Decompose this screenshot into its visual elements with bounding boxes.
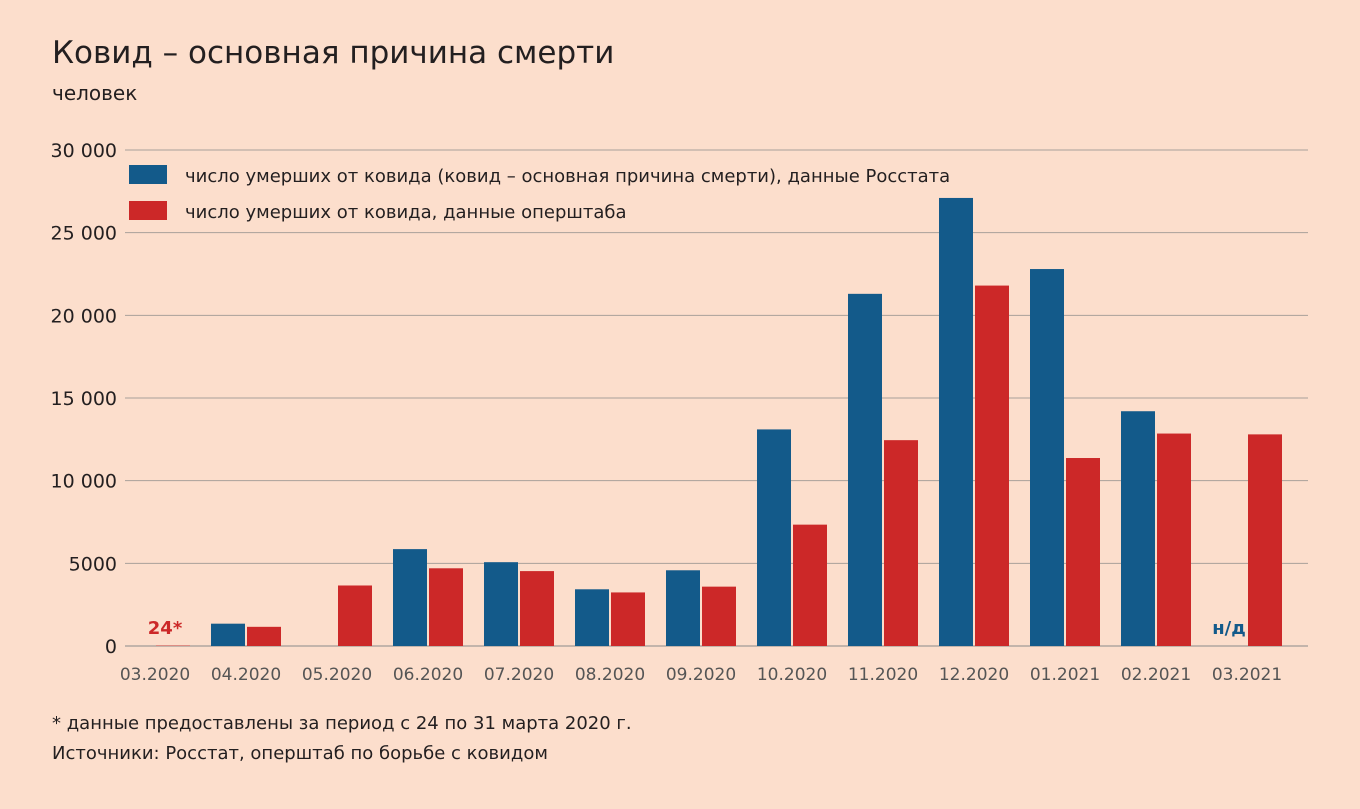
y-tick-label: 5000 (69, 553, 117, 575)
bar-rosstat-07.2020 (484, 562, 518, 646)
bar-rosstat-12.2020 (939, 197, 973, 647)
bars (156, 197, 1282, 647)
x-tick-label: 06.2020 (393, 665, 463, 685)
legend-swatch-rosstat (129, 165, 167, 184)
y-tick-label: 25 000 (51, 223, 117, 245)
bar-rosstat-11.2020 (848, 293, 882, 646)
footnote: * данные предоставлены за период с 24 по… (52, 713, 632, 734)
x-tick-label: 07.2020 (484, 665, 554, 685)
x-tick-label: 02.2021 (1121, 665, 1191, 685)
bar-rosstat-09.2020 (666, 570, 700, 646)
x-tick-label: 09.2020 (666, 665, 736, 685)
y-tick-label: 30 000 (51, 140, 117, 162)
bar-operstab-10.2020 (793, 524, 827, 646)
gridlines (125, 149, 1308, 647)
x-tick-label: 05.2020 (302, 665, 372, 685)
bar-operstab-11.2020 (884, 440, 918, 646)
x-axis-ticks: 03.2020 04.2020 05.2020 06.2020 07.2020 08.20… (120, 665, 1282, 685)
y-tick-label: 20 000 (51, 305, 117, 327)
x-tick-label: 03.2020 (120, 665, 190, 685)
y-tick-label: 0 (105, 636, 117, 658)
x-tick-label: 12.2020 (939, 665, 1009, 685)
x-tick-label: 10.2020 (757, 665, 827, 685)
y-tick-label: 10 000 (51, 471, 117, 493)
bar-operstab-04.2020 (247, 626, 281, 646)
bar-rosstat-10.2020 (757, 429, 791, 646)
bar-operstab-02.2021 (1157, 433, 1191, 646)
bar-rosstat-08.2020 (575, 589, 609, 646)
x-tick-label: 04.2020 (211, 665, 281, 685)
bar-operstab-12.2020 (975, 285, 1009, 646)
bar-rosstat-01.2021 (1030, 269, 1064, 646)
legend-swatch-operstab (129, 201, 167, 220)
bar-rosstat-06.2020 (393, 549, 427, 646)
legend: число умерших от ковида (ковид – основна… (129, 165, 950, 223)
x-tick-label: 11.2020 (848, 665, 918, 685)
bar-rosstat-02.2021 (1121, 411, 1155, 646)
bar-operstab-01.2021 (1066, 458, 1100, 646)
chart-title: Ковид – основная причина смерти (52, 35, 614, 71)
x-tick-label: 08.2020 (575, 665, 645, 685)
annotation-label: 24* (148, 618, 183, 639)
bar-operstab-07.2020 (520, 571, 554, 646)
bar-operstab-03.2021 (1248, 434, 1282, 646)
bar-rosstat-04.2020 (211, 623, 245, 646)
x-tick-label: 03.2021 (1212, 665, 1282, 685)
x-tick-label: 01.2021 (1030, 665, 1100, 685)
annotation-label: н/д (1212, 618, 1246, 639)
y-axis-ticks: 0 5000 10 000 15 000 20 000 25 000 30 000 (51, 140, 117, 658)
bar-operstab-05.2020 (338, 585, 372, 646)
legend-label-rosstat: число умерших от ковида (ковид – основна… (185, 166, 950, 187)
chart-subtitle: человек (52, 81, 137, 105)
bar-operstab-06.2020 (429, 568, 463, 646)
legend-label-operstab: число умерших от ковида, данные оперштаб… (185, 202, 627, 223)
annotations: 24* н/д (148, 618, 1246, 639)
y-tick-label: 15 000 (51, 388, 117, 410)
bar-operstab-09.2020 (702, 586, 736, 646)
bar-operstab-08.2020 (611, 592, 645, 646)
source-note: Источники: Росстат, оперштаб по борьбе с… (52, 743, 548, 764)
